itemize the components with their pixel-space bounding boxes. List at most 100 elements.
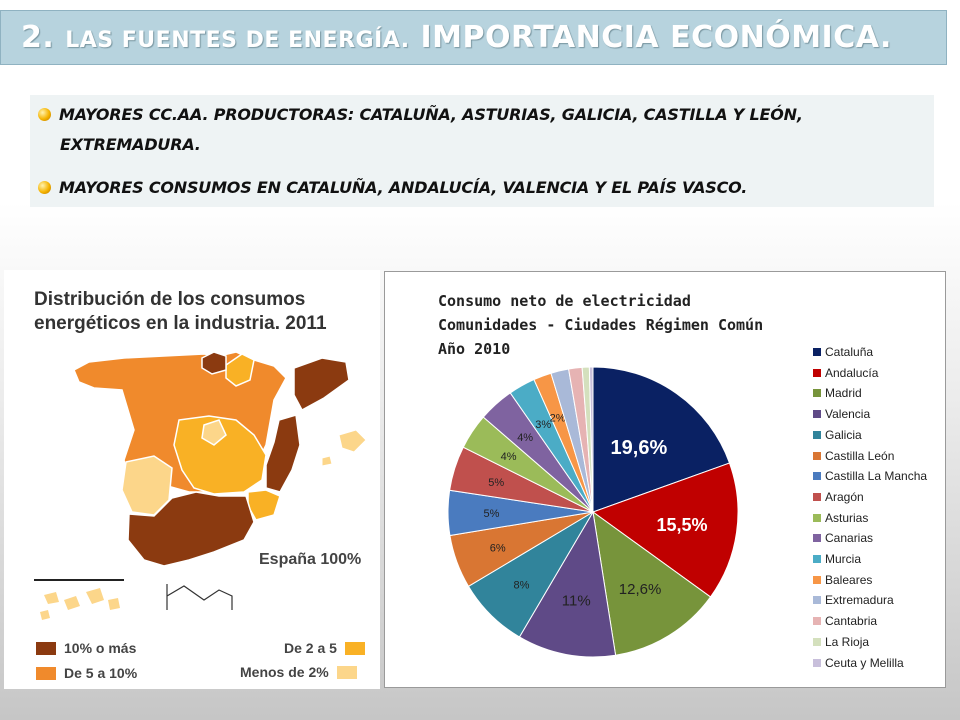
- legend-item-6: Castilla La Mancha: [813, 468, 927, 484]
- legend-label: Canarias: [825, 531, 874, 546]
- legend-label: De 5 a 10%: [64, 665, 138, 681]
- legend-swatch: [813, 637, 821, 646]
- map-region-basque: [201, 351, 227, 375]
- legend-label: Castilla León: [825, 448, 895, 463]
- bullet-icon: [38, 181, 51, 194]
- legend-label: Aragón: [825, 489, 864, 504]
- pie-slice-1: [591, 462, 739, 598]
- title-bar: 2. LAS FUENTES DE ENERGÍA. IMPORTANCIA E…: [0, 10, 947, 65]
- pie-data-label-7: 5%: [488, 477, 504, 489]
- legend-label: Asturias: [825, 510, 869, 525]
- legend-item-0: Cataluña: [813, 344, 873, 360]
- legend-swatch: [813, 472, 821, 481]
- legend-label: Galicia: [825, 427, 862, 442]
- map-region-baleares: [321, 429, 367, 467]
- pie-slice-0: [592, 366, 731, 513]
- map-total-label: España 100%: [259, 551, 362, 568]
- legend-label: Murcia: [825, 552, 862, 566]
- bullet-producers: MAYORES CC.AA. PRODUCTORAS: CATALUÑA, AS…: [38, 100, 898, 160]
- legend-item-2: Madrid: [813, 385, 862, 401]
- map-legend-item-3: Menos de 2%: [240, 664, 357, 680]
- legend-label: Menos de 2%: [240, 664, 329, 680]
- pie-data-label-2: 12,6%: [619, 581, 662, 598]
- legend-swatch: [813, 617, 821, 626]
- bullet-list: MAYORES CC.AA. PRODUCTORAS: CATALUÑA, AS…: [30, 95, 934, 207]
- pie-slice-2: [592, 510, 712, 656]
- bullet-consumers: MAYORES CONSUMOS EN CATALUÑA, ANDALUCÍA,…: [38, 173, 747, 203]
- legend-item-10: Murcia: [813, 551, 861, 567]
- legend-item-5: Castilla León: [813, 448, 894, 464]
- legend-swatch: [813, 451, 821, 460]
- pie-data-label-3: 11%: [562, 593, 591, 610]
- chart-title-line-1: Consumo neto de electricidad: [438, 292, 691, 310]
- legend-item-4: Galicia: [813, 427, 862, 443]
- legend-label: 10% o más: [64, 640, 137, 656]
- legend-swatch: [813, 389, 821, 398]
- map-legend-item-0: 10% o más: [36, 640, 136, 656]
- legend-item-12: Extremadura: [813, 592, 894, 608]
- page-title: 2. LAS FUENTES DE ENERGÍA. IMPORTANCIA E…: [21, 20, 892, 55]
- legend-item-11: Baleares: [813, 572, 872, 588]
- legend-swatch: [813, 410, 821, 419]
- legend-label: De 2 a 5: [284, 640, 337, 656]
- legend-swatch: [336, 665, 357, 679]
- legend-swatch: [344, 641, 365, 655]
- legend-swatch: [813, 534, 821, 543]
- legend-item-8: Asturias: [813, 510, 868, 526]
- legend-label: Castilla La Mancha: [825, 469, 928, 484]
- legend-swatch: [813, 513, 821, 522]
- pie-data-label-9: 4%: [517, 432, 533, 444]
- legend-item-9: Canarias: [813, 530, 873, 546]
- pie-slice-15: [588, 366, 594, 513]
- spain-map: [34, 351, 367, 620]
- title-small: LAS FUENTES DE ENERGÍA.: [65, 28, 410, 53]
- legend-label: Cantabria: [825, 614, 878, 629]
- pie-slice-3: [518, 510, 617, 658]
- legend-swatch: [813, 658, 821, 667]
- pie-data-label-6: 5%: [484, 508, 500, 520]
- legend-item-7: Aragón: [813, 489, 864, 505]
- title-number: 2.: [21, 20, 55, 55]
- legend-item-14: La Rioja: [813, 634, 869, 650]
- legend-swatch: [36, 666, 56, 680]
- map-region-madrid: [201, 419, 227, 446]
- pie-data-label-1: 15,5%: [656, 515, 707, 535]
- map-title-line-2: energéticos en la industria. 2011: [34, 313, 327, 334]
- pie-data-label-10: 3%: [535, 419, 551, 431]
- legend-swatch: [813, 575, 821, 584]
- pie-data-label-4: 8%: [514, 580, 530, 592]
- legend-item-15: Ceuta y Melilla: [813, 655, 904, 671]
- legend-item-3: Valencia: [813, 406, 870, 422]
- legend-swatch: [813, 368, 821, 377]
- legend-label: Ceuta y Melilla: [825, 655, 904, 670]
- map-title-line-1: Distribución de los consumos: [34, 289, 306, 310]
- pie-data-label-11: 2%: [550, 412, 566, 424]
- map-region-murcia: [247, 489, 281, 521]
- legend-label: Valencia: [825, 407, 871, 422]
- map-legend-item-2: De 2 a 5: [284, 640, 365, 656]
- legend-item-13: Cantabria: [813, 613, 877, 629]
- map-region-canarias: [40, 588, 120, 620]
- legend-label: La Rioja: [825, 634, 870, 649]
- pie-data-label-0: 19,6%: [611, 437, 668, 459]
- legend-swatch: [813, 596, 821, 605]
- legend-swatch: [813, 555, 821, 563]
- legend-label: Extremadura: [825, 593, 894, 608]
- chart-title-line-3: Año 2010: [438, 340, 511, 358]
- map-region-center: [173, 415, 267, 495]
- chart-title: Consumo neto de electricidad Comunidades…: [438, 289, 763, 361]
- map-region-south: [127, 491, 255, 567]
- bullet-icon: [38, 108, 51, 121]
- pie-chart: 19,6%15,5%12,6%11%8%6%5%5%4%4%3%2%: [447, 366, 739, 658]
- bullet-text-2: MAYORES CONSUMOS EN CATALUÑA, ANDALUCÍA,…: [59, 178, 748, 197]
- pie-data-label-8: 4%: [501, 451, 517, 463]
- legend-swatch: [813, 492, 821, 501]
- map-region-northeast-small: [225, 353, 255, 387]
- legend-swatch: [36, 641, 56, 655]
- bullet-text-1b: EXTREMADURA.: [60, 135, 201, 154]
- legend-label: Baleares: [825, 572, 873, 587]
- legend-label: Andalucía: [825, 365, 879, 380]
- bullet-text-1a: MAYORES CC.AA. PRODUCTORAS: CATALUÑA, AS…: [59, 105, 803, 124]
- pie-chart-panel: Consumo neto de electricidad Comunidades…: [384, 271, 946, 688]
- map-title: Distribución de los consumos energéticos…: [34, 288, 327, 336]
